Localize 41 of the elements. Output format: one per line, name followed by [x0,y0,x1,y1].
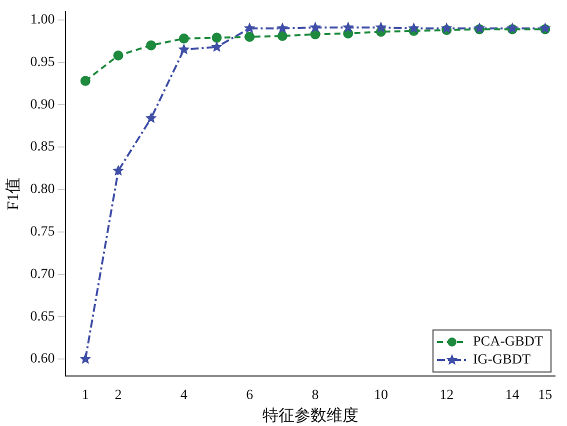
x-axis-title: 特征参数维度 [262,406,358,425]
y-tick-label: 1.00 [30,12,55,28]
x-tick-label: 8 [312,388,319,404]
x-tick-label: 15 [538,388,552,404]
point [212,32,222,43]
point [113,50,124,60]
y-tick-label: 0.70 [30,266,55,282]
y-tick-label: 0.90 [30,97,55,112]
point [112,164,124,176]
point [375,22,387,32]
y-tick-label: 0.65 [30,309,55,324]
y-axis-title: F1值 [4,177,22,210]
x-tick-label: 14 [505,388,520,404]
x-tick-label: 1 [82,388,89,404]
point [211,41,222,52]
y-tick-label: 0.85 [30,140,55,155]
point [145,112,157,124]
x-tick-label: 2 [114,388,122,404]
point [178,44,190,54]
x-tick-label: 4 [180,388,188,404]
point [440,22,452,34]
point [80,353,92,364]
point [342,22,354,32]
point [244,22,256,34]
x-tick-label: 6 [246,388,254,404]
y-tick-label: 0.95 [30,54,55,70]
point [146,40,156,50]
legend-label: PCA-GBDT [472,334,544,350]
point [277,30,288,41]
legend-label: IG-GBDT [472,352,531,368]
point [178,34,189,44]
point [80,76,90,86]
point [310,22,321,32]
x-tick-label: 12 [440,388,454,404]
x-tick-label: 10 [374,388,388,404]
point [408,22,420,34]
point [244,32,255,42]
y-tick-label: 0.80 [30,182,55,198]
y-tick-label: 0.60 [30,352,55,367]
y-tick-label: 0.75 [30,224,55,240]
point [276,22,288,34]
